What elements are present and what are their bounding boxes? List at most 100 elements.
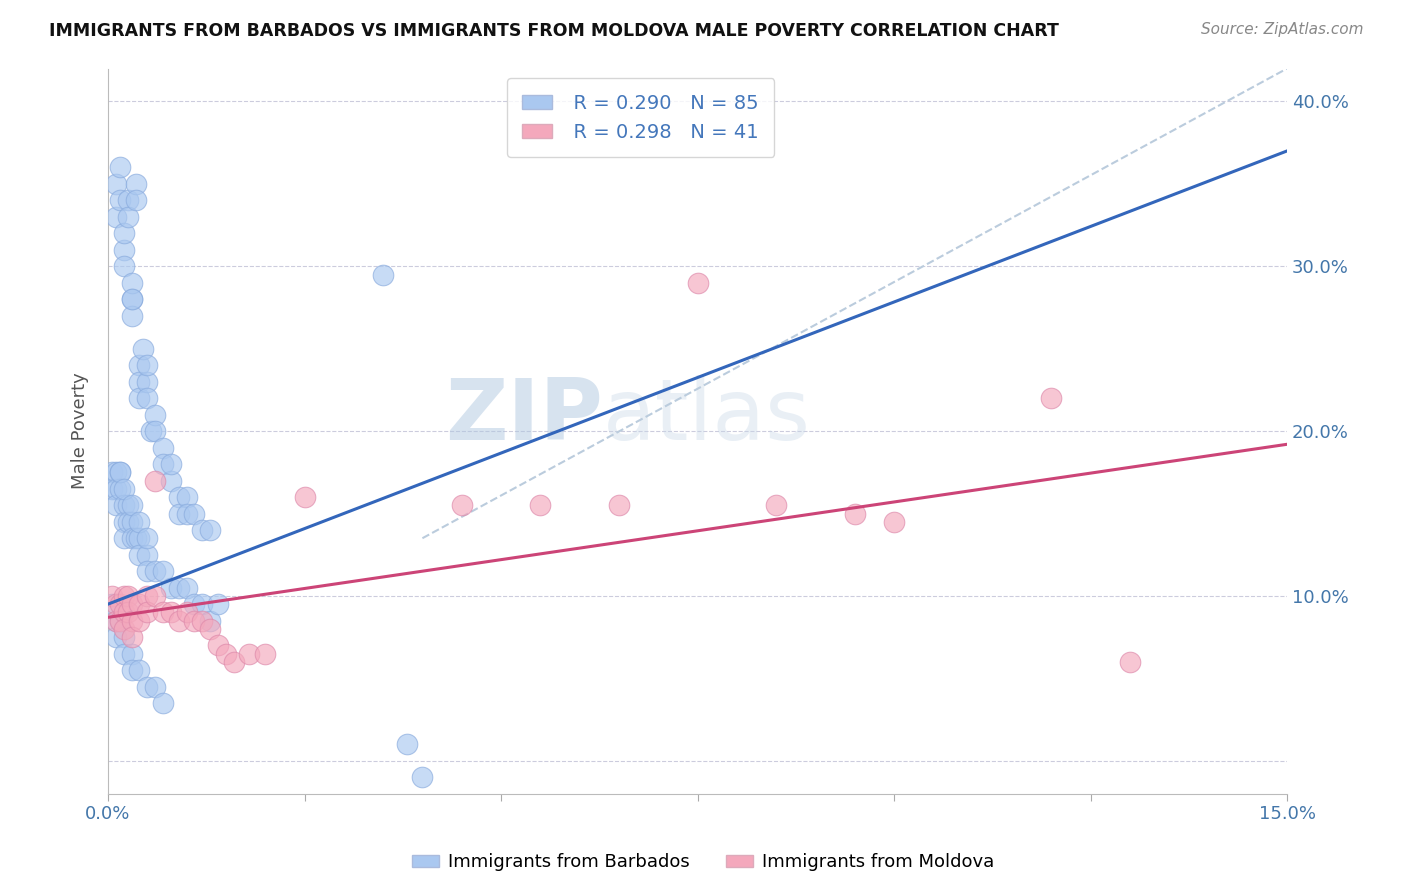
Point [254,647,277,661]
Point [128,548,150,562]
Point [395,737,418,751]
Point [104,630,127,644]
Point [765,498,787,512]
Point [117,606,139,620]
Point [121,531,143,545]
Point [686,276,709,290]
Point [183,507,205,521]
Point [101,482,124,496]
Point [117,210,139,224]
Point [371,268,394,282]
Point [128,391,150,405]
Point [152,441,174,455]
Point [128,375,150,389]
Point [160,457,183,471]
Point [1040,391,1063,405]
Point [128,663,150,677]
Point [121,614,143,628]
Point [112,482,135,496]
Point [136,375,159,389]
Point [112,515,135,529]
Point [117,589,139,603]
Point [108,465,131,479]
Point [844,507,866,521]
Point [121,292,143,306]
Point [101,465,124,479]
Point [215,647,238,661]
Point [160,606,183,620]
Point [112,622,135,636]
Point [121,292,143,306]
Point [136,589,159,603]
Point [108,465,131,479]
Point [191,597,214,611]
Point [112,630,135,644]
Point [143,680,166,694]
Point [167,507,190,521]
Point [183,597,205,611]
Point [529,498,551,512]
Point [124,194,146,208]
Point [121,630,143,644]
Point [136,391,159,405]
Point [117,515,139,529]
Point [143,589,166,603]
Point [136,564,159,578]
Text: atlas: atlas [603,376,811,458]
Point [136,606,159,620]
Legend: Immigrants from Barbados, Immigrants from Moldova: Immigrants from Barbados, Immigrants fro… [405,847,1001,879]
Point [108,614,131,628]
Point [128,515,150,529]
Point [112,589,135,603]
Point [124,177,146,191]
Point [132,342,155,356]
Point [167,490,190,504]
Point [121,276,143,290]
Point [136,548,159,562]
Text: ZIP: ZIP [446,376,603,458]
Point [104,482,127,496]
Point [207,597,229,611]
Point [176,606,198,620]
Point [108,614,131,628]
Text: IMMIGRANTS FROM BARBADOS VS IMMIGRANTS FROM MOLDOVA MALE POVERTY CORRELATION CHA: IMMIGRANTS FROM BARBADOS VS IMMIGRANTS F… [49,22,1059,40]
Point [176,507,198,521]
Point [450,498,472,512]
Point [152,696,174,710]
Point [104,498,127,512]
Point [121,597,143,611]
Point [112,243,135,257]
Point [183,614,205,628]
Point [104,177,127,191]
Point [112,606,135,620]
Point [167,581,190,595]
Point [607,498,630,512]
Point [160,581,183,595]
Point [207,638,229,652]
Point [121,515,143,529]
Point [176,581,198,595]
Point [143,408,166,422]
Point [117,498,139,512]
Point [112,531,135,545]
Point [198,622,221,636]
Point [101,597,124,611]
Point [108,597,131,611]
Point [108,194,131,208]
Point [121,498,143,512]
Point [104,210,127,224]
Point [124,531,146,545]
Point [104,614,127,628]
Point [198,523,221,537]
Point [238,647,260,661]
Point [104,465,127,479]
Point [411,770,433,784]
Point [104,614,127,628]
Point [104,597,127,611]
Point [883,515,905,529]
Point [143,424,166,438]
Point [108,161,131,175]
Point [121,663,143,677]
Point [128,597,150,611]
Point [112,260,135,274]
